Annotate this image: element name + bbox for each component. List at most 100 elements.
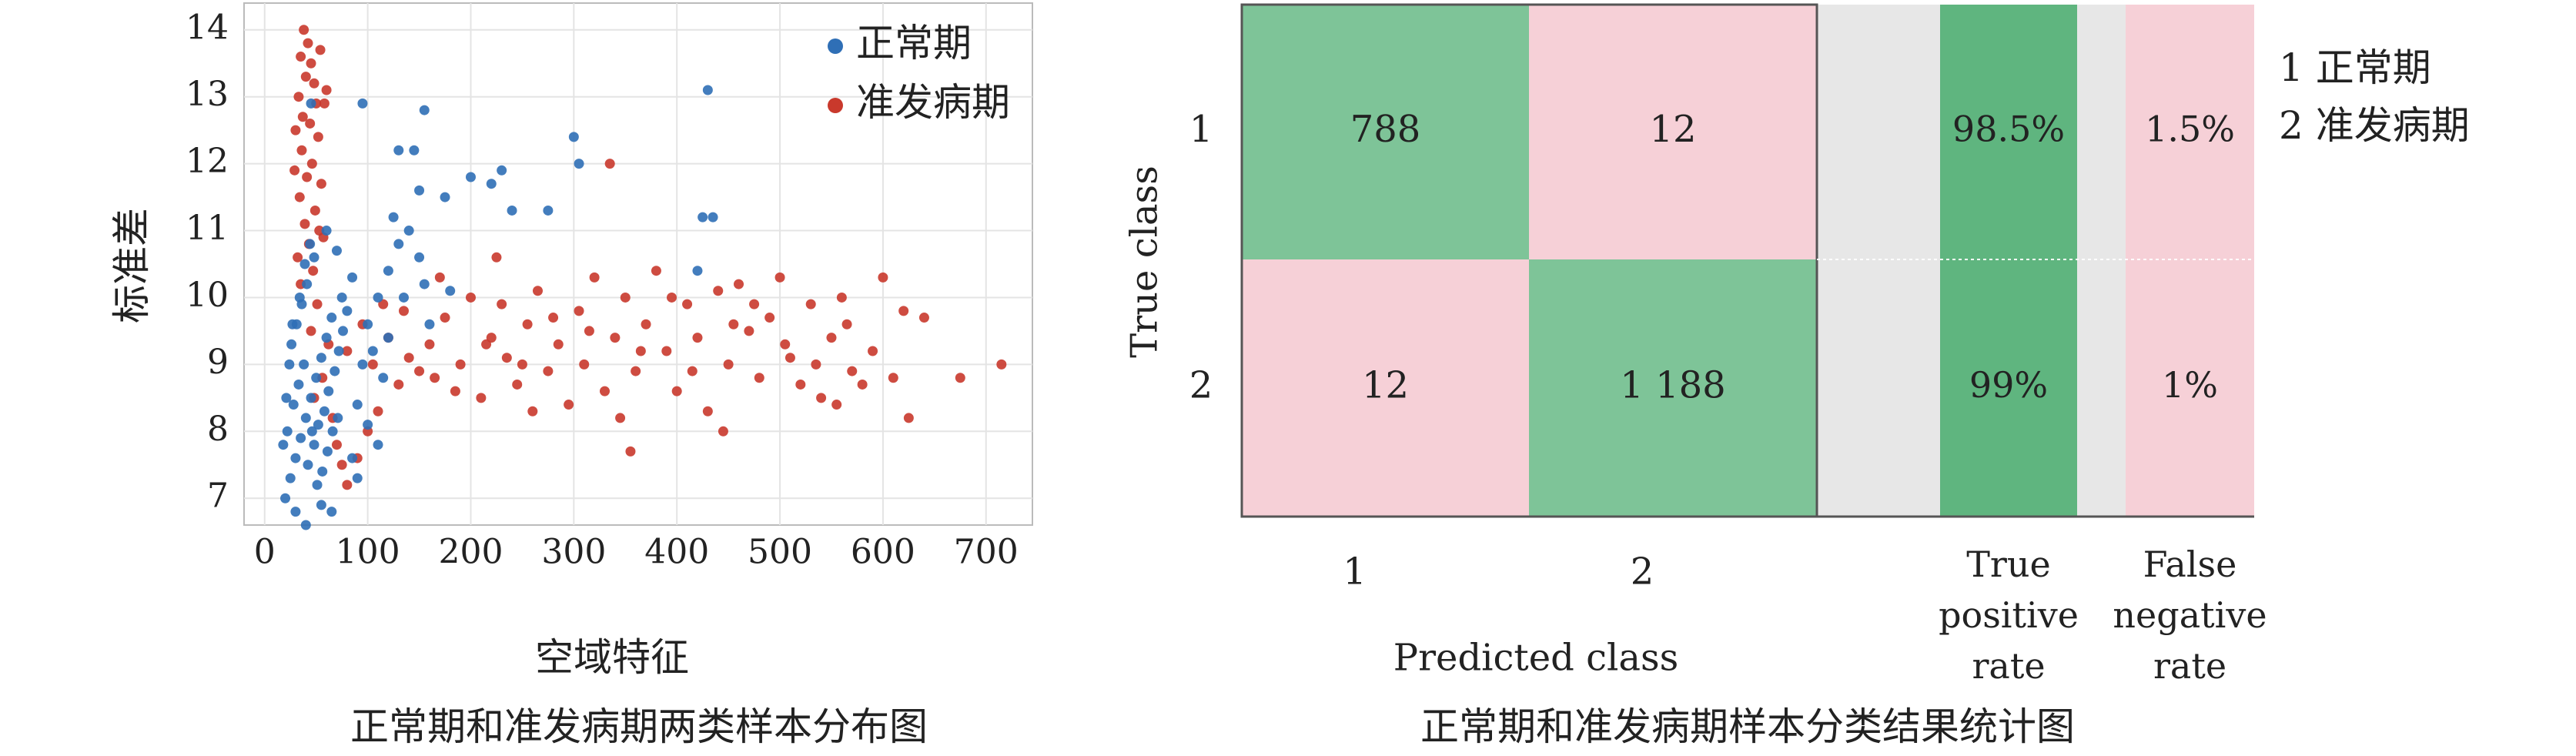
point [564, 400, 574, 410]
y-tick-label: 14 [186, 8, 229, 47]
x-axis-title: Predicted class [1393, 637, 1678, 680]
point [302, 172, 313, 182]
point [625, 446, 636, 457]
point [465, 172, 476, 182]
point [326, 507, 337, 517]
cell-label: 12 [1362, 364, 1409, 407]
x-tick-label: 100 [336, 533, 400, 572]
point [327, 426, 338, 437]
point [309, 440, 319, 450]
point [918, 313, 929, 323]
point [296, 145, 307, 156]
point [486, 179, 497, 189]
point [553, 339, 564, 350]
point [403, 226, 414, 236]
point [388, 212, 399, 222]
band [1817, 5, 1940, 517]
y-tick-label: 2 [1189, 364, 1213, 407]
point [281, 393, 292, 403]
point [599, 386, 610, 396]
legend-marker [828, 98, 843, 113]
point [347, 272, 358, 283]
point [836, 292, 847, 303]
point [313, 132, 323, 142]
caption: 正常期和准发病期两类样本分布图 [350, 704, 928, 749]
point [347, 453, 358, 463]
point [491, 252, 502, 263]
point [342, 306, 353, 316]
point [309, 252, 319, 263]
point [631, 366, 641, 376]
plot-area [243, 2, 1033, 526]
point [303, 38, 313, 49]
point [434, 272, 445, 283]
x-axis-title: 空域特征 [535, 635, 689, 680]
x-tick-label: 0 [254, 533, 276, 572]
y-axis-title: True class [1123, 166, 1166, 358]
point [667, 292, 677, 303]
point [512, 379, 523, 390]
point [728, 319, 739, 329]
matrix-cell [1529, 5, 1817, 259]
rate-label: 1% [2162, 364, 2218, 406]
point [312, 480, 323, 490]
point [847, 366, 858, 376]
x-tick-label: 700 [954, 533, 1019, 572]
point [300, 72, 311, 82]
point [373, 440, 383, 450]
legend-label: 准发病期 [856, 80, 1010, 125]
point [367, 359, 378, 370]
rate-cell [2126, 259, 2254, 517]
point [898, 306, 909, 316]
point [403, 353, 414, 363]
rate-label: 98.5% [1952, 109, 2065, 150]
point [414, 185, 425, 196]
point [795, 379, 806, 390]
point [305, 239, 316, 249]
point [357, 359, 368, 370]
point [336, 292, 347, 303]
rate-label: 99% [1969, 364, 2048, 406]
point [373, 292, 383, 303]
point [785, 353, 795, 363]
point [393, 239, 404, 249]
point [548, 313, 559, 323]
point [363, 319, 373, 329]
point [424, 339, 435, 350]
point [288, 400, 299, 410]
point [299, 25, 309, 35]
point [584, 326, 594, 336]
point [780, 339, 791, 350]
y-tick-label: 11 [186, 209, 229, 248]
point [378, 373, 389, 383]
point [409, 145, 420, 156]
point [302, 279, 313, 289]
point [326, 313, 337, 323]
y-tick-label: 12 [186, 142, 229, 181]
point [708, 212, 718, 222]
band [2077, 5, 2126, 517]
legend-marker [828, 38, 843, 54]
point [414, 252, 425, 263]
point [352, 400, 363, 410]
point [888, 373, 898, 383]
point [342, 346, 353, 356]
point [316, 353, 326, 363]
y-tick-label: 13 [186, 75, 229, 114]
point [692, 333, 703, 343]
point [322, 446, 333, 457]
point [309, 205, 320, 216]
point [424, 319, 435, 329]
point [698, 212, 708, 222]
point [718, 426, 728, 437]
point [615, 413, 626, 423]
point [419, 105, 430, 115]
point [284, 359, 295, 370]
point [764, 313, 775, 323]
point [363, 420, 373, 430]
point [306, 393, 316, 403]
point [321, 226, 332, 236]
point [383, 266, 393, 276]
